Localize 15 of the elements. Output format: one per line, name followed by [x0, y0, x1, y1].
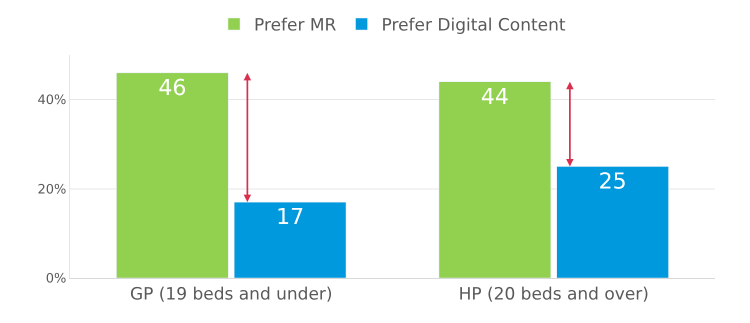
- bar: [438, 82, 552, 278]
- y-tick-label: 40%: [37, 93, 66, 108]
- data-label: 25: [598, 170, 627, 194]
- y-tick-label: 20%: [37, 182, 66, 198]
- x-tick-label: GP (19 beds and under): [130, 284, 333, 304]
- bar: [116, 72, 229, 278]
- bar: [234, 202, 346, 278]
- legend-label: Prefer MR: [254, 16, 337, 36]
- data-label: 44: [480, 84, 509, 110]
- y-tick-label: 0%: [46, 272, 66, 287]
- legend-label: Prefer Digital Content: [382, 16, 566, 36]
- data-label: 46: [158, 76, 186, 101]
- bar: [556, 166, 669, 278]
- data-label: 17: [276, 205, 304, 230]
- x-tick-label: HP (20 beds and over): [458, 284, 649, 304]
